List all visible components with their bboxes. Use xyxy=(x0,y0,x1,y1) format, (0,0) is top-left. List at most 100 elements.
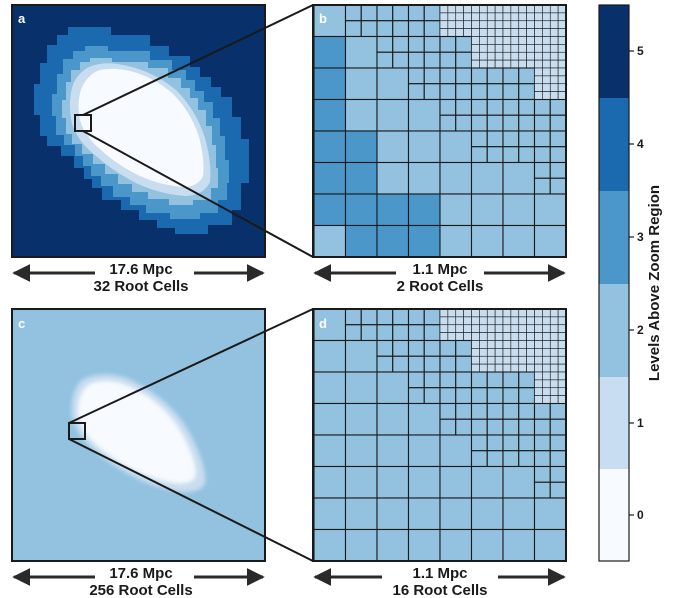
panel-d-grid-cell xyxy=(557,316,567,326)
panel-b-grid-cell xyxy=(344,193,378,227)
panel-b-grid-cell xyxy=(510,20,520,29)
panel-b-grid-cell xyxy=(542,75,551,85)
panel-d-grid-cell xyxy=(344,308,362,326)
panel-d-grid-cell xyxy=(549,332,559,341)
panel-d-grid-cell xyxy=(494,324,504,333)
scale-length-b: 1.1 Mpc xyxy=(412,261,467,278)
panel-d-grid-cell xyxy=(557,379,567,389)
panel-b-grid-cell xyxy=(502,12,512,22)
panel-d-grid-cell xyxy=(479,308,488,318)
panel-b-grid-cell xyxy=(542,67,551,77)
panel-d-grid-cell xyxy=(510,340,520,349)
panel-d-grid-cell xyxy=(470,371,488,389)
panel-d-grid-cell xyxy=(518,332,527,341)
panel-b-grid-cell xyxy=(557,44,567,53)
panel-b-grid-cell xyxy=(447,4,457,14)
panel-b-grid-cell xyxy=(313,67,347,101)
panel-d-grid-cell xyxy=(557,371,567,381)
panel-b-grid-cell xyxy=(463,4,472,14)
panel-b-grid-cell xyxy=(542,83,551,92)
panel-b-grid-cell xyxy=(313,193,347,227)
panel-d-grid-cell xyxy=(518,308,527,318)
scale-length-d: 1.1 Mpc xyxy=(412,565,467,582)
panel-d-grid-cell xyxy=(479,355,488,365)
panel-d-grid-cell xyxy=(502,465,536,499)
panel-d-grid-cell xyxy=(542,371,551,381)
panel-b-grid-cell xyxy=(534,75,543,85)
colorbar-tick-5: 5 xyxy=(637,44,644,58)
panel-b-grid-cell xyxy=(447,12,457,22)
panel-b-grid-cell xyxy=(533,146,551,164)
panel-b-grid-cell xyxy=(486,20,496,29)
panel-d-grid-cell xyxy=(557,332,567,341)
colorbar-tick-2: 2 xyxy=(637,323,644,337)
panel-b-grid-cell xyxy=(486,28,496,37)
panel-d-grid-cell xyxy=(526,340,535,349)
panel-b-grid-cell xyxy=(542,51,551,61)
panel-b-grid-cell xyxy=(376,130,410,164)
panel-b-grid-cell xyxy=(463,12,472,22)
panel-d-grid-cell xyxy=(486,308,496,318)
panel-d-grid-cell xyxy=(455,316,464,326)
panel-d-grid-cell xyxy=(455,402,473,420)
panel-b-grid-cell xyxy=(455,114,473,132)
panel-d-grid-cell xyxy=(502,355,512,365)
panel-b-grid-cell xyxy=(344,224,378,258)
panel-b-grid-cell xyxy=(486,51,496,61)
colorbar-band-0 xyxy=(599,469,629,561)
panel-d-grid-cell xyxy=(502,450,520,468)
panel-d-grid-cell xyxy=(494,316,504,326)
panel-d-grid-cell xyxy=(557,355,567,365)
panel-b-grid-cell xyxy=(439,161,473,195)
panel-b-grid-cell xyxy=(447,28,457,37)
panel-b-grid-cell xyxy=(502,161,536,195)
panel-d-grid-cell xyxy=(502,332,512,341)
panel-b-grid-cell xyxy=(471,12,480,22)
panel-b-grid-cell xyxy=(439,67,457,85)
panel-d-grid-cell xyxy=(344,402,378,436)
panel-b-grid-cell xyxy=(360,20,378,38)
panel-b-grid-cell xyxy=(534,59,543,69)
panel-d-grid-cell xyxy=(542,355,551,365)
panel-d-grid-cell xyxy=(392,355,410,373)
panel-d-grid-cell xyxy=(510,348,520,357)
panel-b-grid-cell xyxy=(486,114,504,132)
panel-b-grid-cell xyxy=(549,67,559,77)
panel-c-level0-region xyxy=(77,381,196,484)
panel-b-grid-cell xyxy=(542,44,551,53)
panel-b-grid-cell xyxy=(463,20,472,29)
panel-b-grid-cell xyxy=(376,35,394,53)
panel-d-grid-cell xyxy=(486,332,496,341)
panel-d-grid-cell xyxy=(518,434,536,452)
panel-d-grid-cell xyxy=(439,355,457,373)
panel-d-grid-cell xyxy=(392,308,410,326)
panel-b-amr-grid xyxy=(313,4,567,258)
panel-b-grid-cell xyxy=(479,51,488,61)
panel-b-grid-cell xyxy=(471,28,480,37)
panel-b-grid-cell xyxy=(486,4,496,14)
panel-d-grid-cell xyxy=(518,355,527,365)
panel-d-grid-cell xyxy=(479,332,488,341)
panel-d-grid-cell xyxy=(494,348,504,357)
panel-b-grid-cell xyxy=(463,28,472,37)
panel-b-grid-cell xyxy=(376,20,394,38)
panel-d-grid-cell xyxy=(549,481,567,499)
panel-d-grid-cell xyxy=(439,371,457,389)
scale-length-a: 17.6 Mpc xyxy=(109,261,172,278)
panel-b-grid-cell xyxy=(494,20,504,29)
panel-b-grid-cell xyxy=(313,130,347,164)
panel-b-grid-cell xyxy=(557,51,567,61)
panel-d-grid-cell xyxy=(344,324,362,342)
panel-b-grid-cell xyxy=(534,28,543,37)
panel-d-grid-cell xyxy=(486,363,496,373)
panel-d-grid-cell xyxy=(376,465,410,499)
panel-b-grid-cell xyxy=(549,130,567,148)
panel-d-grid-cell xyxy=(557,348,567,357)
panel-d-grid-cell xyxy=(463,316,472,326)
panel-b-grid-cell xyxy=(526,44,535,53)
panel-b-grid-cell xyxy=(510,59,520,69)
panel-d-grid-cell xyxy=(557,363,567,373)
panel-d-grid-cell xyxy=(344,465,378,499)
panel-d-grid-cell xyxy=(376,497,410,531)
panel-a-level0-region xyxy=(78,68,204,187)
